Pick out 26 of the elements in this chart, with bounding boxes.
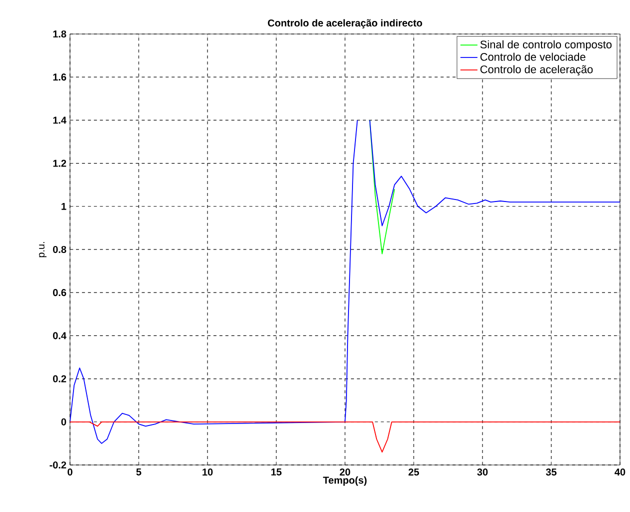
x-tick-label: 30 (477, 468, 488, 476)
x-tick-label: 0 (68, 468, 72, 476)
x-tick-label: 35 (546, 468, 557, 476)
x-tick-label: 40 (614, 468, 626, 476)
x-tick-label: 20 (340, 468, 350, 476)
y-tick-label: 0.4 (53, 332, 66, 340)
y-tick-label: 0 (61, 418, 66, 426)
y-tick-label: 1.4 (53, 116, 66, 124)
y-tick-label: 1.2 (53, 160, 66, 167)
y-tick-label: 1.8 (53, 30, 66, 38)
y-tick-label: 1.6 (53, 74, 66, 81)
y-tick-label: -0.2 (50, 461, 66, 469)
y-tick-label: 0.8 (53, 246, 66, 254)
x-tick-label: 25 (408, 468, 420, 476)
x-axis-title: Tempo(s) (323, 476, 367, 486)
y-axis-title: p.u. (39, 242, 46, 258)
y-tick-label: 0.6 (53, 289, 66, 296)
x-tick-label: 15 (271, 468, 282, 476)
x-tick-label: 10 (202, 468, 213, 476)
y-tick-label: 0.2 (53, 375, 66, 382)
legend-label: Sinal de controlo composto (480, 40, 612, 51)
x-tick-label: 5 (136, 468, 142, 476)
legend-label: Controlo de aceleração (480, 65, 593, 76)
y-tick-label: 1 (62, 202, 66, 210)
chart-title: Controlo de aceleração indirecto (268, 19, 422, 28)
legend-label: Controlo de velociade (480, 52, 586, 61)
